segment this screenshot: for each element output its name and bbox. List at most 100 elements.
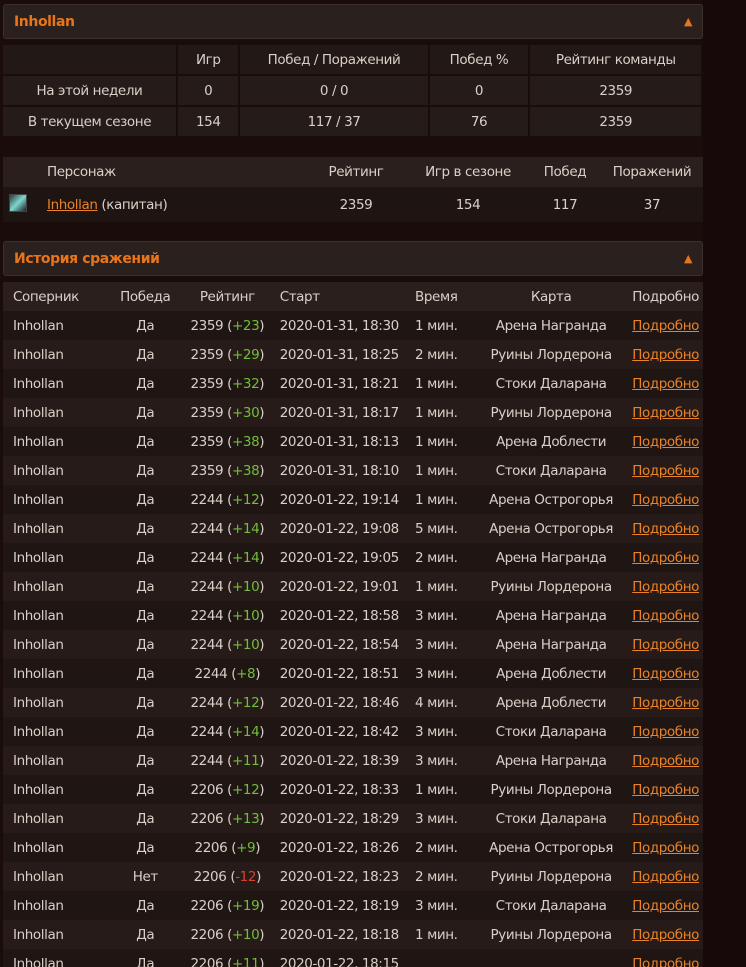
start-cell: 2020-01-31, 18:10 <box>275 456 412 485</box>
start-cell: 2020-01-31, 18:21 <box>275 369 412 398</box>
rating-cell: 2244 (+11) <box>178 746 276 775</box>
history-header[interactable]: История сражений ▲ <box>3 241 703 276</box>
team-header[interactable]: Inhollan ▲ <box>3 4 703 39</box>
rating-change: +12 <box>231 781 260 798</box>
details-link[interactable]: Подробно <box>632 433 699 450</box>
history-title: История сражений <box>14 250 160 267</box>
details-link[interactable]: Подробно <box>632 868 699 885</box>
character-link[interactable]: Inhollan <box>47 196 98 213</box>
details-cell: Подробно <box>628 891 703 920</box>
win-cell: Да <box>111 311 179 340</box>
map-cell: Руины Лордерона <box>474 398 629 427</box>
stats-header-cell: Игр <box>177 45 241 76</box>
map-cell: Арена Доблести <box>474 427 629 456</box>
start-cell: 2020-01-22, 19:01 <box>275 572 412 601</box>
map-cell: Стоки Даларана <box>474 456 629 485</box>
rating-cell: 2206 (+13) <box>178 804 276 833</box>
history-header-cell: Соперник <box>3 282 112 311</box>
start-cell: 2020-01-22, 18:39 <box>275 746 412 775</box>
start-cell: 2020-01-31, 18:30 <box>275 311 412 340</box>
battle-history-table: Соперник Победа Рейтинг Старт Время Карта Подр… <box>3 282 703 967</box>
details-link[interactable]: Подробно <box>632 491 699 508</box>
history-row: Inhollan Да 2244 (+14) 2020-01-22, 19:05 2 м… <box>3 543 703 572</box>
start-cell: 2020-01-22, 19:08 <box>275 514 412 543</box>
start-cell: 2020-01-22, 18:33 <box>275 775 412 804</box>
rating-cell: 2244 (+12) <box>178 485 276 514</box>
details-link[interactable]: Подробно <box>632 346 699 363</box>
details-link[interactable]: Подробно <box>632 549 699 566</box>
map-cell: Арена Острогорья <box>474 485 629 514</box>
opponent-cell: Inhollan <box>3 717 112 746</box>
start-cell: 2020-01-31, 18:25 <box>275 340 412 369</box>
history-row: Inhollan Да 2244 (+10) 2020-01-22, 18:54 3 м… <box>3 630 703 659</box>
roster-header-cell: Рейтинг <box>305 157 407 187</box>
details-link[interactable]: Подробно <box>632 607 699 624</box>
rating-change: +9 <box>236 839 256 856</box>
details-link[interactable]: Подробно <box>632 404 699 421</box>
details-cell: Подробно <box>628 862 703 891</box>
win-cell: Да <box>111 746 179 775</box>
details-link[interactable]: Подробно <box>632 317 699 334</box>
history-row: Inhollan Да 2206 (+10) 2020-01-22, 18:18 1 м… <box>3 920 703 949</box>
opponent-cell: Inhollan <box>3 311 112 340</box>
win-cell: Да <box>111 804 179 833</box>
opponent-cell: Inhollan <box>3 601 112 630</box>
details-link[interactable]: Подробно <box>632 578 699 595</box>
rating-change: -12 <box>235 868 257 885</box>
details-link[interactable]: Подробно <box>632 520 699 537</box>
start-cell: 2020-01-22, 19:14 <box>275 485 412 514</box>
win-cell: Да <box>111 891 179 920</box>
chevron-up-icon[interactable]: ▲ <box>683 15 692 28</box>
rating-value: 2244 <box>190 723 224 740</box>
details-link[interactable]: Подробно <box>632 839 699 856</box>
roster-losses: 37 <box>601 187 703 222</box>
details-link[interactable]: Подробно <box>632 752 699 769</box>
opponent-cell: Inhollan <box>3 398 112 427</box>
rating-change: +8 <box>236 665 256 682</box>
details-link[interactable]: Подробно <box>632 462 699 479</box>
details-link[interactable]: Подробно <box>632 781 699 798</box>
rating-value: 2206 <box>193 868 227 885</box>
rating-cell: 2244 (+10) <box>178 630 276 659</box>
details-link[interactable]: Подробно <box>632 926 699 943</box>
rating-value: 2359 <box>190 375 224 392</box>
win-cell: Нет <box>111 862 179 891</box>
rating-change: +38 <box>231 462 260 479</box>
history-row: Inhollan Да 2206 (+11) 2020-01-22, 18:15 Под… <box>3 949 703 967</box>
opponent-cell: Inhollan <box>3 514 112 543</box>
details-cell: Подробно <box>628 543 703 572</box>
map-cell: Руины Лордерона <box>474 775 629 804</box>
win-cell: Да <box>111 456 179 485</box>
details-link[interactable]: Подробно <box>632 636 699 653</box>
rating-change: +14 <box>231 723 260 740</box>
duration-cell: 3 мин. <box>411 717 474 746</box>
details-link[interactable]: Подробно <box>632 955 699 967</box>
duration-cell: 1 мин. <box>411 920 474 949</box>
details-link[interactable]: Подробно <box>632 694 699 711</box>
rating-cell: 2359 (+38) <box>178 427 276 456</box>
details-link[interactable]: Подробно <box>632 375 699 392</box>
details-link[interactable]: Подробно <box>632 665 699 682</box>
roster-icon-header <box>3 157 43 187</box>
win-cell: Да <box>111 398 179 427</box>
history-row: Inhollan Да 2359 (+38) 2020-01-31, 18:13 1 м… <box>3 427 703 456</box>
details-cell: Подробно <box>628 514 703 543</box>
stats-cell: На этой недели <box>3 76 178 107</box>
history-header-row: Соперник Победа Рейтинг Старт Время Карта Подр… <box>3 282 703 311</box>
map-cell: Арена Доблести <box>474 659 629 688</box>
details-link[interactable]: Подробно <box>632 810 699 827</box>
rating-change: +12 <box>231 491 260 508</box>
history-header-cell: Время <box>411 282 474 311</box>
chevron-up-icon[interactable]: ▲ <box>683 252 692 265</box>
duration-cell: 1 мин. <box>411 427 474 456</box>
details-cell: Подробно <box>628 949 703 967</box>
opponent-cell: Inhollan <box>3 543 112 572</box>
details-link[interactable]: Подробно <box>632 723 699 740</box>
details-cell: Подробно <box>628 456 703 485</box>
details-link[interactable]: Подробно <box>632 897 699 914</box>
history-header-cell: Старт <box>275 282 412 311</box>
stats-header-row: Игр Побед / Поражений Побед % Рейтинг коман… <box>3 45 703 76</box>
win-cell: Да <box>111 543 179 572</box>
start-cell: 2020-01-22, 18:42 <box>275 717 412 746</box>
map-cell: Арена Награнда <box>474 311 629 340</box>
